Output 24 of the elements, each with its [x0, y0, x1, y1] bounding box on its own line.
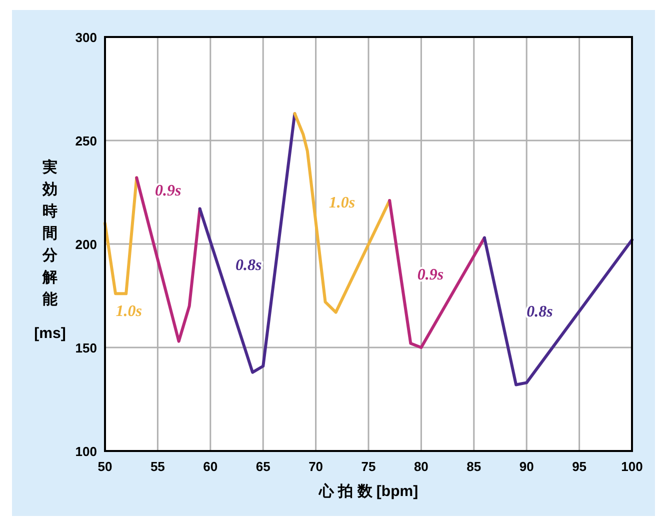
x-tick-label: 75 — [361, 459, 376, 474]
x-tick-label: 80 — [414, 459, 428, 474]
x-tick-label: 100 — [621, 459, 643, 474]
ylabel: 実効時間分解能 [ms] — [34, 159, 66, 342]
x-tick-label: 55 — [150, 459, 165, 474]
y-tick-label: 250 — [75, 134, 97, 148]
x-tick-label: 60 — [203, 459, 218, 474]
x-tick-label: 65 — [256, 459, 270, 474]
y-tick-label: 100 — [75, 444, 97, 459]
x-tick-label: 85 — [466, 459, 482, 474]
series-label: 0.9s — [155, 182, 182, 200]
series-label: 1.0s — [328, 194, 356, 212]
series-label: 0.9s — [417, 266, 444, 284]
series-label: 0.8s — [526, 303, 553, 320]
y-tick-label: 300 — [75, 30, 97, 45]
x-tick-label: 90 — [519, 459, 534, 474]
x-tick-label: 70 — [308, 459, 324, 474]
x-axis-title: 心 拍 数 [bpm] — [318, 482, 418, 500]
series-label: 1.0s — [116, 303, 142, 320]
series-label: 0.8s — [235, 257, 262, 274]
y-tick-label: 150 — [75, 340, 97, 356]
x-tick-label: 50 — [98, 459, 112, 474]
y-tick-label: 200 — [75, 237, 97, 252]
x-tick-label: 95 — [572, 459, 587, 474]
